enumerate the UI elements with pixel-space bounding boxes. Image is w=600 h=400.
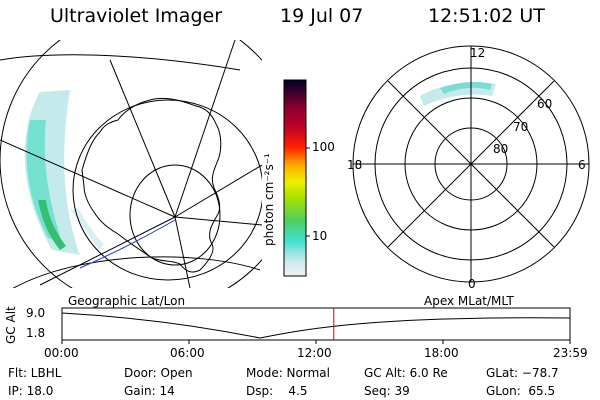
- apex-label: Apex MLat/MLT: [424, 294, 514, 308]
- glon-info: GLon: 65.5: [486, 384, 556, 398]
- filter-info: Flt: LBHL: [8, 366, 62, 380]
- colorbar-tick-100: 100: [312, 140, 335, 154]
- x-tick-1200: 12:00: [297, 346, 332, 360]
- glat-info: GLat: −78.7: [486, 366, 559, 380]
- y-tick-1-8: 1.8: [26, 326, 46, 340]
- mlt-label-18: 18: [347, 158, 363, 172]
- x-tick-0600: 06:00: [170, 346, 205, 360]
- gain-info: Gain: 14: [124, 384, 175, 398]
- lat-label-70: 70: [513, 120, 529, 134]
- ip-info: IP: 18.0: [8, 384, 54, 398]
- x-tick-2359: 23:59: [553, 346, 588, 360]
- altitude-curve: [61, 312, 571, 339]
- seq-info: Seq: 39: [364, 384, 410, 398]
- y-tick-9: 9.0: [26, 306, 46, 320]
- lat-label-60: 60: [537, 97, 553, 111]
- colorbar-tick-10: 10: [312, 229, 328, 243]
- mode-info: Mode: Normal: [246, 366, 330, 380]
- gc-alt-axis-label: GC Alt: [4, 306, 18, 344]
- mlt-label-12: 12: [470, 46, 486, 60]
- time-label: 12:51:02 UT: [428, 5, 545, 27]
- geographic-image: [0, 40, 262, 288]
- date-label: 19 Jul 07: [280, 5, 364, 27]
- x-tick-1800: 18:00: [424, 346, 459, 360]
- mlt-label-0: 0: [468, 277, 476, 291]
- instrument-title: Ultraviolet Imager: [50, 5, 223, 27]
- x-tick-0000: 00:00: [44, 346, 79, 360]
- dsp-info: Dsp: 4.5: [246, 384, 308, 398]
- geographic-label: Geographic Lat/Lon: [68, 294, 186, 308]
- polar-plot: [352, 45, 590, 283]
- altitude-plot: [61, 307, 571, 341]
- colorbar-unit-label: photon cm⁻²s⁻¹: [262, 153, 276, 246]
- lat-label-80: 80: [493, 142, 509, 156]
- color-bar: [283, 79, 307, 277]
- door-info: Door: Open: [124, 366, 193, 380]
- mlt-label-6: 6: [578, 158, 586, 172]
- gc-alt-info: GC Alt: 6.0 Re: [364, 366, 448, 380]
